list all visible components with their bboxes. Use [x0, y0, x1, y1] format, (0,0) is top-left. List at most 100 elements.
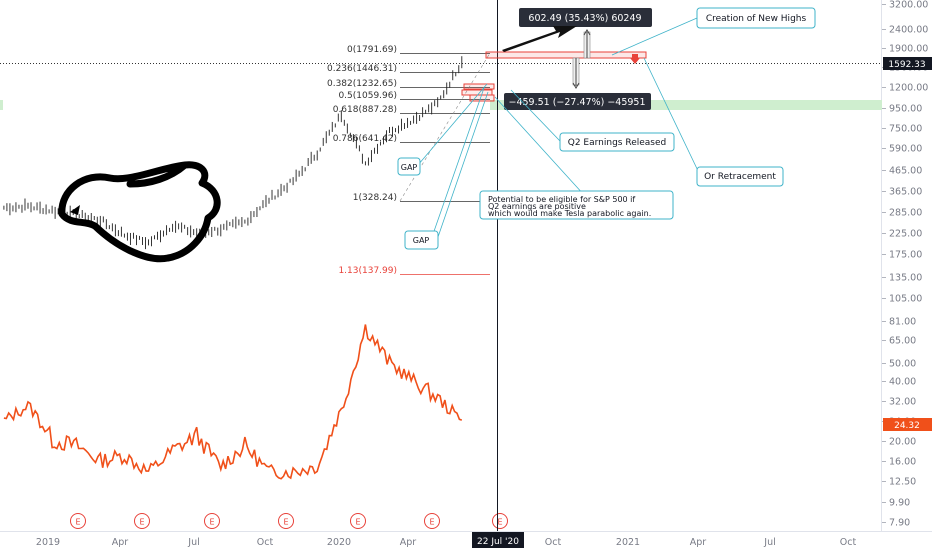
fib-level-label: 1.13(137.99): [338, 266, 397, 276]
price-tick-label: 175.00: [889, 250, 922, 261]
gap-label-1: GAP: [401, 163, 418, 172]
price-tick-label: 50.00: [889, 359, 916, 370]
earnings-marker-label: E: [355, 518, 360, 527]
price-tick-label: 465.00: [889, 166, 922, 177]
last-iv-value: 24.32: [894, 421, 920, 431]
measure-up-tooltip: [519, 8, 652, 27]
earnings-marker-label: E: [283, 518, 288, 527]
red-arrow-stem: [632, 54, 638, 59]
measure-up-arrowhead: [583, 29, 591, 36]
price-tick-label: 1200.00: [889, 83, 928, 94]
price-tick-label: 40.00: [889, 377, 916, 388]
fib-level-label: 0.382(1232.65): [327, 79, 397, 89]
trend-arrow: [502, 26, 577, 52]
measure-down-tooltip: [504, 93, 651, 110]
price-candles: [3, 56, 463, 250]
price-tick-label: 9.90: [889, 498, 910, 509]
earnings-marker[interactable]: [134, 513, 150, 529]
sp500-line3: which would make Tesla parabolic again.: [488, 209, 651, 218]
q2-label: Q2 Earnings Released: [568, 138, 666, 148]
time-axis-label: 2021: [616, 537, 640, 548]
price-scale-panel[interactable]: [882, 0, 932, 550]
callout-lines: [417, 17, 701, 238]
earnings-marker[interactable]: [204, 513, 220, 529]
price-tick-label: 20.00: [889, 437, 916, 448]
time-axis-label: Apr: [112, 537, 129, 548]
earnings-marker-label: E: [75, 518, 80, 527]
time-axis-labels: 2019 Apr Jul Oct 2020 Apr Oct 2021 Apr Jul Oct: [36, 537, 857, 548]
price-tick-label: 16.00: [889, 457, 916, 468]
time-axis-label: Apr: [690, 537, 707, 548]
new-highs-callout[interactable]: [696, 7, 816, 29]
price-tick-label: 12.50: [889, 477, 916, 488]
earnings-marker[interactable]: [350, 513, 366, 529]
price-tick-label: 590.00: [889, 144, 922, 155]
earnings-marker[interactable]: [492, 513, 508, 529]
last-price-value: 1592.33: [888, 60, 925, 70]
time-axis-label: Jul: [187, 537, 199, 548]
fib-level-label: 0.236(1446.31): [327, 64, 397, 74]
time-axis-label: Oct: [840, 537, 857, 548]
pointing-hand-tip: [70, 205, 80, 215]
zone-1[interactable]: [463, 83, 495, 90]
price-tick-label: 1900.00: [889, 44, 928, 55]
sp500-line2: Q2 earnings are positive: [488, 202, 586, 211]
price-tick-label: 81.00: [889, 317, 916, 328]
gap-callout-2[interactable]: [404, 230, 439, 250]
price-tick-label: 105.00: [889, 294, 922, 305]
gap-callout-1[interactable]: [397, 157, 421, 176]
iv-line: [3, 324, 463, 480]
fib-level-label: 1(328.24): [353, 193, 397, 203]
earnings-marker[interactable]: [278, 513, 294, 529]
earnings-marker-label: E: [497, 518, 502, 527]
new-high-zone[interactable]: [485, 51, 647, 59]
support-band-left: [0, 100, 3, 110]
last-price-badge: [883, 57, 932, 70]
price-tick-label: 32.00: [889, 397, 916, 408]
time-axis-label: Apr: [400, 537, 417, 548]
crosshair-time-label: 22 Jul '20: [477, 537, 519, 547]
price-tick-label: 365.00: [889, 187, 922, 198]
retracement-label: Or Retracement: [704, 172, 776, 182]
sp500-line1: Potential to be eligible for S&P 500 if: [488, 195, 635, 204]
zone-3[interactable]: [469, 94, 495, 102]
new-highs-label: Creation of New Highs: [706, 14, 807, 24]
pointing-hand-drawing: [58, 161, 221, 263]
fib-trend-line: [399, 52, 491, 202]
fib-level-label: 0.618(887.28): [333, 105, 397, 115]
earnings-marker-label: E: [139, 518, 144, 527]
measure-down-text: −459.51 (−27.47%) −45951: [508, 97, 645, 108]
iv-line-series: [3, 324, 463, 480]
red-down-arrow: [630, 58, 640, 64]
support-band: [490, 100, 882, 110]
price-tick-label: 750.00: [889, 124, 922, 135]
last-iv-badge: [883, 418, 932, 431]
measure-down-arrowhead: [572, 82, 580, 89]
earnings-marker[interactable]: [424, 513, 440, 529]
time-axis-label: 2019: [36, 537, 60, 548]
retracement-callout[interactable]: [696, 166, 784, 187]
price-tick-label: 285.00: [889, 208, 922, 219]
time-axis-label: Oct: [257, 537, 274, 548]
gap-label-2: GAP: [413, 236, 430, 245]
sp500-callout[interactable]: [479, 190, 674, 220]
fib-level-label: 0.5(1059.96): [338, 91, 397, 101]
price-tick-label: 950.00: [889, 104, 922, 115]
price-tick-label: 65.00: [889, 336, 916, 347]
price-tick-label: 2400.00: [889, 25, 928, 36]
measure-up-text: 602.49 (35.43%) 60249: [528, 13, 641, 24]
price-tick-label: 135.00: [889, 273, 922, 284]
time-axis-label: Oct: [545, 537, 562, 548]
crosshair-time-badge: [472, 532, 524, 548]
earnings-marker-label: E: [429, 518, 434, 527]
time-axis-label: 2020: [327, 537, 351, 548]
fib-level-label: 0.786(641.42): [333, 134, 397, 144]
price-tick-label: 7.90: [889, 518, 910, 529]
earnings-marker[interactable]: [70, 513, 86, 529]
price-tick-label: 225.00: [889, 229, 922, 240]
price-scale-ticks: 3200.002400.001900.001500.001200.00950.0…: [882, 0, 928, 529]
time-axis-label: Jul: [763, 537, 775, 548]
q2-callout[interactable]: [559, 132, 675, 152]
